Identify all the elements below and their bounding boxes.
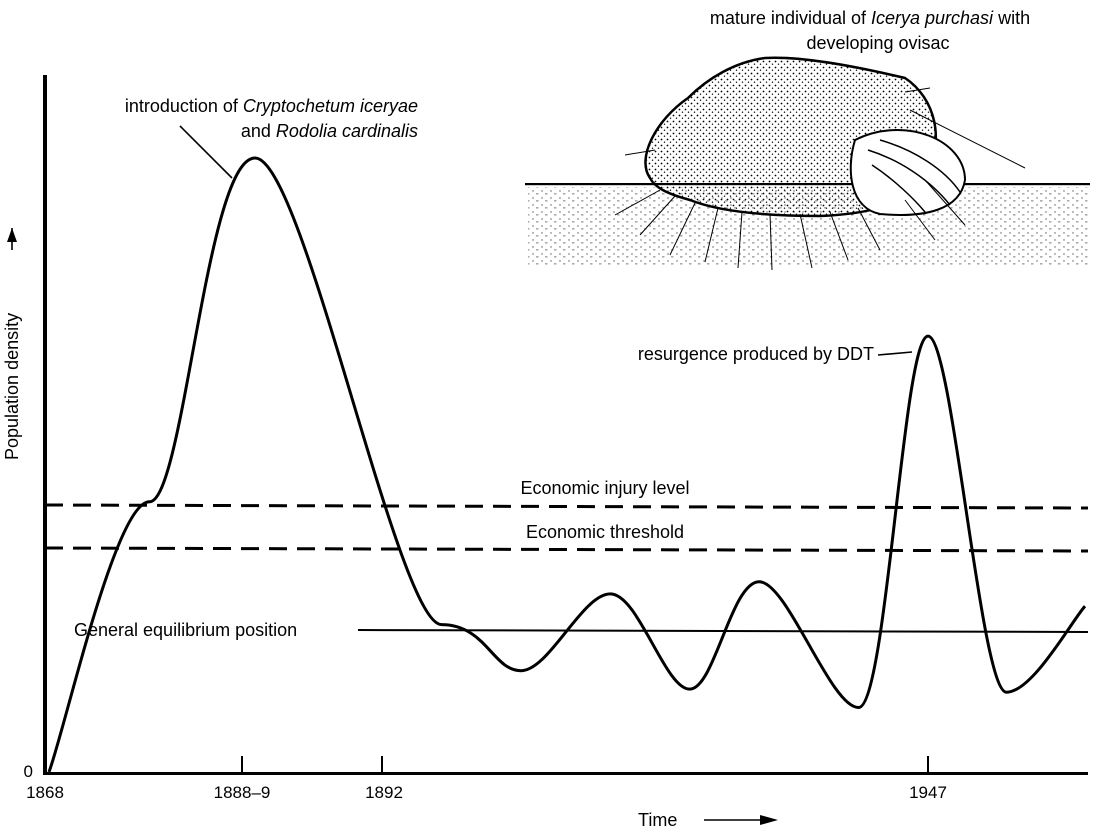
equilibrium-position-label: General equilibrium position xyxy=(74,620,297,640)
resurgence-leader-line xyxy=(877,351,913,356)
introduction-annotation-line1: introduction of Cryptochetum iceryae xyxy=(125,96,418,116)
economic-injury-level-line xyxy=(44,503,1089,510)
scale-insect-illustration: mature individual of Icerya purchasi wit… xyxy=(525,8,1090,271)
tick-label-1: 1868 xyxy=(26,783,64,802)
tick-label-3: 1892 xyxy=(365,783,403,802)
tick-label-2: 1888–9 xyxy=(214,783,271,802)
y-origin-label: 0 xyxy=(24,762,33,781)
illustration-caption-line2: developing ovisac xyxy=(806,33,949,53)
economic-threshold-label: Economic threshold xyxy=(526,522,684,542)
x-axis-arrow-head xyxy=(760,815,778,825)
economic-injury-level-label: Economic injury level xyxy=(520,478,689,498)
illustration-caption-line1: mature individual of Icerya purchasi wit… xyxy=(710,8,1030,28)
introduction-annotation-line2: and Rodolia cardinalis xyxy=(241,121,418,141)
economic-threshold-line xyxy=(44,546,1089,553)
x-axis-label: Time xyxy=(638,810,677,830)
introduction-leader-line xyxy=(179,125,233,179)
tick-label-4: 1947 xyxy=(909,783,947,802)
y-axis-label: Population density xyxy=(2,313,22,460)
equilibrium-position-line xyxy=(357,629,1089,633)
population-curve xyxy=(47,156,1087,773)
resurgence-annotation: resurgence produced by DDT xyxy=(638,344,874,364)
y-axis-arrow-head xyxy=(7,228,17,242)
